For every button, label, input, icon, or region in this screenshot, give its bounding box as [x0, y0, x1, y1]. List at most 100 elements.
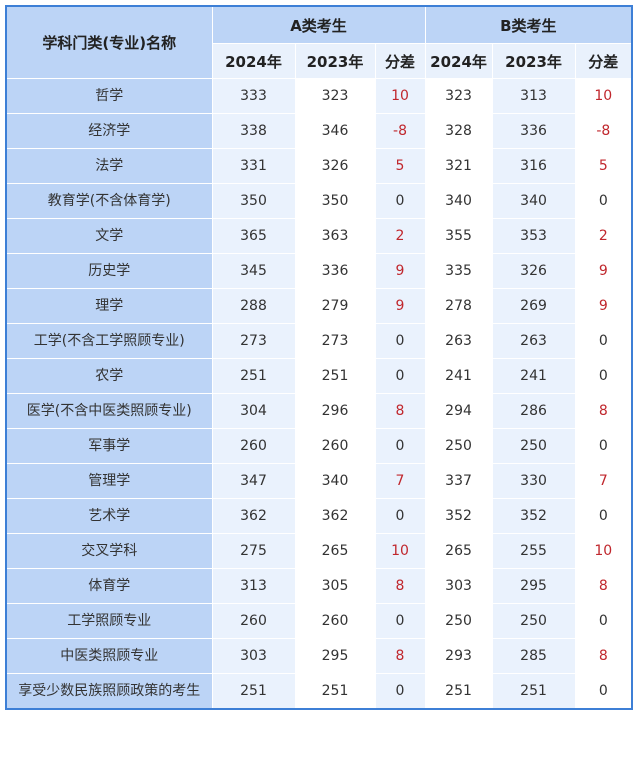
table-row: 法学 331 326 5 321 316 5: [5, 148, 633, 184]
score-cell: 330: [491, 463, 576, 499]
score-diff: 0: [574, 183, 633, 219]
score-cell: 331: [211, 148, 296, 184]
table-row: 军事学 260 260 0 250 250 0: [5, 428, 633, 464]
score-cell: 355: [424, 218, 493, 254]
score-diff: 0: [574, 498, 633, 534]
score-cell: 260: [211, 603, 296, 639]
score-cell: 250: [491, 603, 576, 639]
sub-column-header: 2023年: [491, 43, 576, 79]
score-cell: 295: [294, 638, 376, 674]
score-diff: 8: [374, 638, 426, 674]
score-cell: 251: [211, 673, 296, 710]
subject-name: 工学(不含工学照顾专业): [5, 323, 213, 359]
score-cell: 241: [424, 358, 493, 394]
score-cell: 251: [294, 673, 376, 710]
score-diff: 0: [374, 428, 426, 464]
score-cell: 263: [491, 323, 576, 359]
score-cell: 345: [211, 253, 296, 289]
score-diff: 0: [574, 358, 633, 394]
subject-name: 历史学: [5, 253, 213, 289]
score-cell: 296: [294, 393, 376, 429]
score-diff: 0: [374, 323, 426, 359]
score-cell: 303: [211, 638, 296, 674]
sub-column-header: 2024年: [424, 43, 493, 79]
subject-name: 农学: [5, 358, 213, 394]
table-row: 交叉学科 275 265 10 265 255 10: [5, 533, 633, 569]
subject-name: 医学(不含中医类照顾专业): [5, 393, 213, 429]
score-cell: 305: [294, 568, 376, 604]
score-cell: 275: [211, 533, 296, 569]
table-row: 农学 251 251 0 241 241 0: [5, 358, 633, 394]
table-row: 教育学(不含体育学) 350 350 0 340 340 0: [5, 183, 633, 219]
table-row: 经济学 338 346 -8 328 336 -8: [5, 113, 633, 149]
score-cell: 279: [294, 288, 376, 324]
score-cell: 278: [424, 288, 493, 324]
table-row: 体育学 313 305 8 303 295 8: [5, 568, 633, 604]
score-diff: 0: [574, 428, 633, 464]
subject-name: 中医类照顾专业: [5, 638, 213, 674]
score-diff: 10: [574, 78, 633, 114]
name-column-header: 学科门类(专业)名称: [5, 5, 213, 79]
score-diff: 8: [374, 568, 426, 604]
score-diff: 8: [574, 393, 633, 429]
score-cell: 250: [424, 428, 493, 464]
subject-name: 法学: [5, 148, 213, 184]
score-cell: 326: [294, 148, 376, 184]
table-row: 历史学 345 336 9 335 326 9: [5, 253, 633, 289]
score-diff: 8: [574, 638, 633, 674]
sub-column-header: 分差: [374, 43, 426, 79]
sub-column-header: 2023年: [294, 43, 376, 79]
score-cell: 362: [211, 498, 296, 534]
score-cell: 273: [211, 323, 296, 359]
score-diff: 7: [574, 463, 633, 499]
score-diff: 0: [374, 603, 426, 639]
score-cell: 336: [491, 113, 576, 149]
score-cell: 353: [491, 218, 576, 254]
score-cell: 321: [424, 148, 493, 184]
score-diff: 9: [374, 288, 426, 324]
subject-name: 交叉学科: [5, 533, 213, 569]
score-cell: 337: [424, 463, 493, 499]
score-cell: 338: [211, 113, 296, 149]
score-diff: 2: [574, 218, 633, 254]
score-cell: 255: [491, 533, 576, 569]
score-cell: 304: [211, 393, 296, 429]
score-cell: 269: [491, 288, 576, 324]
score-diff: 9: [374, 253, 426, 289]
score-cell: 294: [424, 393, 493, 429]
table-row: 医学(不含中医类照顾专业) 304 296 8 294 286 8: [5, 393, 633, 429]
score-cell: 347: [211, 463, 296, 499]
score-cell: 288: [211, 288, 296, 324]
score-diff: 0: [374, 358, 426, 394]
sub-column-header: 2024年: [211, 43, 296, 79]
score-cell: 365: [211, 218, 296, 254]
score-diff: -8: [374, 113, 426, 149]
score-cell: 313: [491, 78, 576, 114]
group-a-header: A类考生: [211, 5, 426, 44]
score-cell: 263: [424, 323, 493, 359]
subject-name: 哲学: [5, 78, 213, 114]
table-row: 工学(不含工学照顾专业) 273 273 0 263 263 0: [5, 323, 633, 359]
score-cell: 336: [294, 253, 376, 289]
table-row: 管理学 347 340 7 337 330 7: [5, 463, 633, 499]
table-row: 中医类照顾专业 303 295 8 293 285 8: [5, 638, 633, 674]
score-diff: 8: [374, 393, 426, 429]
score-diff: 10: [374, 533, 426, 569]
score-cell: 265: [294, 533, 376, 569]
subject-name: 艺术学: [5, 498, 213, 534]
score-cell: 250: [491, 428, 576, 464]
subject-name: 文学: [5, 218, 213, 254]
score-table: 学科门类(专业)名称 A类考生 B类考生 2024年 2023年 分差 2024年 20…: [5, 5, 634, 710]
subject-name: 管理学: [5, 463, 213, 499]
score-diff: 0: [374, 183, 426, 219]
score-cell: 241: [491, 358, 576, 394]
score-diff: 5: [374, 148, 426, 184]
score-diff: 8: [574, 568, 633, 604]
subject-name: 体育学: [5, 568, 213, 604]
score-cell: 346: [294, 113, 376, 149]
score-diff: 0: [374, 498, 426, 534]
subject-name: 工学照顾专业: [5, 603, 213, 639]
score-diff: -8: [574, 113, 633, 149]
score-cell: 250: [424, 603, 493, 639]
score-diff: 5: [574, 148, 633, 184]
